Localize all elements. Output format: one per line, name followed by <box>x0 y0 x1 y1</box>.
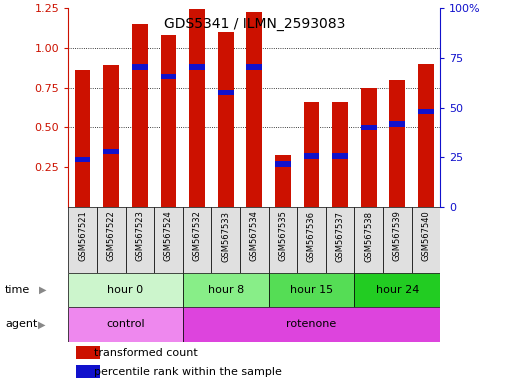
Bar <box>417 64 433 207</box>
Bar <box>189 64 205 70</box>
Bar <box>189 9 205 207</box>
Bar <box>97 207 125 273</box>
Text: GSM567539: GSM567539 <box>392 210 401 262</box>
Bar <box>274 161 290 167</box>
Bar <box>154 207 182 273</box>
Text: GSM567535: GSM567535 <box>278 210 287 262</box>
Text: ▶: ▶ <box>39 285 46 295</box>
Bar <box>360 125 376 130</box>
Bar <box>239 207 268 273</box>
Bar <box>132 24 147 207</box>
Text: agent: agent <box>5 319 37 329</box>
Text: hour 15: hour 15 <box>289 285 332 295</box>
Text: GDS5341 / ILMN_2593083: GDS5341 / ILMN_2593083 <box>163 17 344 31</box>
Bar <box>68 207 97 273</box>
Bar <box>217 89 233 95</box>
Bar <box>389 79 405 207</box>
Bar <box>303 102 319 207</box>
Bar <box>182 273 268 307</box>
Text: GSM567524: GSM567524 <box>164 210 173 262</box>
Text: transformed count: transformed count <box>94 348 197 358</box>
Bar <box>125 207 154 273</box>
Bar <box>354 273 439 307</box>
Bar <box>354 207 382 273</box>
Text: rotenone: rotenone <box>286 319 336 329</box>
Bar <box>389 121 405 127</box>
Bar <box>382 207 411 273</box>
Bar <box>417 109 433 114</box>
Bar <box>360 88 376 207</box>
Text: GSM567536: GSM567536 <box>307 210 315 262</box>
Bar <box>76 365 100 378</box>
Bar <box>303 154 319 159</box>
Text: hour 8: hour 8 <box>207 285 243 295</box>
Text: time: time <box>5 285 30 295</box>
Bar <box>325 207 354 273</box>
Bar <box>332 102 347 207</box>
Bar <box>103 65 119 207</box>
Text: GSM567521: GSM567521 <box>78 210 87 262</box>
Bar <box>68 273 182 307</box>
Bar <box>160 74 176 79</box>
Text: hour 24: hour 24 <box>375 285 418 295</box>
Bar <box>76 346 100 359</box>
Bar <box>211 207 239 273</box>
Text: GSM567533: GSM567533 <box>221 210 230 262</box>
Text: percentile rank within the sample: percentile rank within the sample <box>94 367 282 377</box>
Text: control: control <box>106 319 144 329</box>
Bar <box>103 149 119 154</box>
Bar <box>182 307 439 342</box>
Text: GSM567523: GSM567523 <box>135 210 144 262</box>
Bar <box>160 35 176 207</box>
Bar <box>132 64 147 70</box>
Text: hour 0: hour 0 <box>107 285 143 295</box>
Bar <box>75 70 90 207</box>
Bar <box>75 157 90 162</box>
Text: ▶: ▶ <box>38 319 45 329</box>
Text: GSM567522: GSM567522 <box>107 210 116 262</box>
Bar <box>296 207 325 273</box>
Text: GSM567532: GSM567532 <box>192 210 201 262</box>
Text: GSM567537: GSM567537 <box>335 210 344 262</box>
Bar <box>246 64 262 70</box>
Bar <box>274 155 290 207</box>
Bar <box>268 207 296 273</box>
Bar <box>332 154 347 159</box>
Text: GSM567538: GSM567538 <box>364 210 373 262</box>
Bar <box>217 31 233 207</box>
Bar <box>68 307 182 342</box>
Text: GSM567540: GSM567540 <box>421 210 430 262</box>
Bar <box>411 207 439 273</box>
Bar <box>268 273 354 307</box>
Text: GSM567534: GSM567534 <box>249 210 258 262</box>
Bar <box>182 207 211 273</box>
Bar <box>246 12 262 207</box>
